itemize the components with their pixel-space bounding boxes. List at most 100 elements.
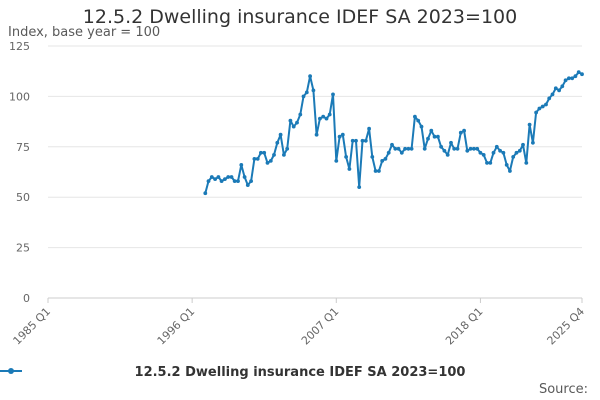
data-point <box>491 150 496 155</box>
data-point <box>573 74 578 79</box>
data-point <box>275 140 280 145</box>
data-point <box>449 140 453 145</box>
data-point <box>262 150 267 155</box>
y-tick-label: 0 <box>23 292 30 305</box>
data-point <box>426 136 430 141</box>
data-point <box>517 148 522 153</box>
data-point <box>236 179 240 184</box>
data-point <box>344 155 348 159</box>
data-point <box>265 161 270 165</box>
legend-series-label: 12.5.2 Dwelling insurance IDEF SA 2023=1… <box>134 365 466 380</box>
data-point <box>357 185 362 190</box>
legend-line-marker-icon <box>0 368 22 374</box>
data-point <box>268 159 273 163</box>
data-point <box>468 146 473 151</box>
data-point <box>436 134 440 139</box>
data-point <box>301 94 306 99</box>
data-point <box>360 138 365 143</box>
data-point <box>403 146 407 151</box>
data-point <box>406 146 411 151</box>
data-point <box>570 76 575 81</box>
data-point <box>462 128 466 133</box>
data-point <box>432 134 437 139</box>
data-point <box>534 110 538 115</box>
data-point <box>213 177 218 182</box>
data-point <box>580 72 584 77</box>
data-point <box>550 92 555 97</box>
x-tick-label: 1996 Q1 <box>155 305 198 348</box>
data-point <box>318 116 322 121</box>
legend[interactable]: 12.5.2 Dwelling insurance IDEF SA 2023=1… <box>0 365 600 380</box>
data-point <box>413 114 417 119</box>
data-point <box>383 157 388 161</box>
x-tick-label: 2007 Q1 <box>299 305 342 348</box>
data-point <box>272 153 276 157</box>
data-point <box>245 183 250 188</box>
data-point <box>229 175 234 179</box>
data-point <box>521 142 525 147</box>
data-point <box>377 169 381 173</box>
data-point <box>429 128 434 133</box>
data-point <box>223 177 227 182</box>
data-point <box>380 159 385 163</box>
x-tick-label: 2018 Q1 <box>443 305 486 348</box>
data-point <box>252 157 257 161</box>
data-point <box>347 167 352 171</box>
data-point <box>511 155 516 159</box>
y-axis-label: Index, base year = 100 <box>8 25 161 40</box>
data-point <box>465 148 470 153</box>
data-point <box>232 179 237 184</box>
data-point <box>334 159 339 163</box>
y-tick-label: 50 <box>16 191 30 204</box>
data-point <box>295 120 299 125</box>
data-point <box>337 134 342 139</box>
data-point <box>370 155 375 159</box>
data-point <box>314 132 319 137</box>
data-point <box>219 179 224 184</box>
data-point <box>504 163 509 167</box>
data-point <box>494 144 499 149</box>
data-point <box>373 169 378 173</box>
data-point <box>560 84 565 89</box>
data-point <box>390 142 394 147</box>
data-point <box>445 153 450 157</box>
data-point <box>367 126 371 131</box>
data-point <box>331 92 335 97</box>
data-point <box>399 150 404 155</box>
data-point <box>488 161 493 165</box>
data-point <box>239 163 244 167</box>
data-point <box>282 153 286 157</box>
data-point <box>340 132 345 137</box>
data-point <box>206 179 211 184</box>
data-point <box>540 104 545 109</box>
data-point <box>458 130 463 135</box>
data-point <box>527 122 532 127</box>
data-point <box>557 88 561 93</box>
data-point <box>350 138 355 143</box>
data-point <box>537 106 542 111</box>
y-tick-label: 25 <box>16 242 30 255</box>
data-point <box>508 169 512 173</box>
data-point <box>291 124 296 129</box>
data-point <box>514 150 519 155</box>
data-point <box>354 138 358 143</box>
data-point <box>472 146 476 151</box>
data-point <box>409 146 414 151</box>
data-point <box>255 157 260 161</box>
data-point <box>544 102 548 107</box>
data-point <box>209 175 214 179</box>
source-note: Source: <box>538 382 588 397</box>
data-point <box>226 175 231 179</box>
data-point <box>249 179 254 184</box>
data-point <box>327 112 332 117</box>
data-point <box>203 191 208 196</box>
data-point <box>478 150 483 155</box>
x-tick-label: 2025 Q4 <box>545 305 588 348</box>
data-point <box>439 144 443 149</box>
data-point <box>553 86 558 91</box>
data-point <box>321 114 326 119</box>
data-point <box>452 146 457 151</box>
data-point <box>485 161 489 165</box>
data-point <box>363 138 368 143</box>
